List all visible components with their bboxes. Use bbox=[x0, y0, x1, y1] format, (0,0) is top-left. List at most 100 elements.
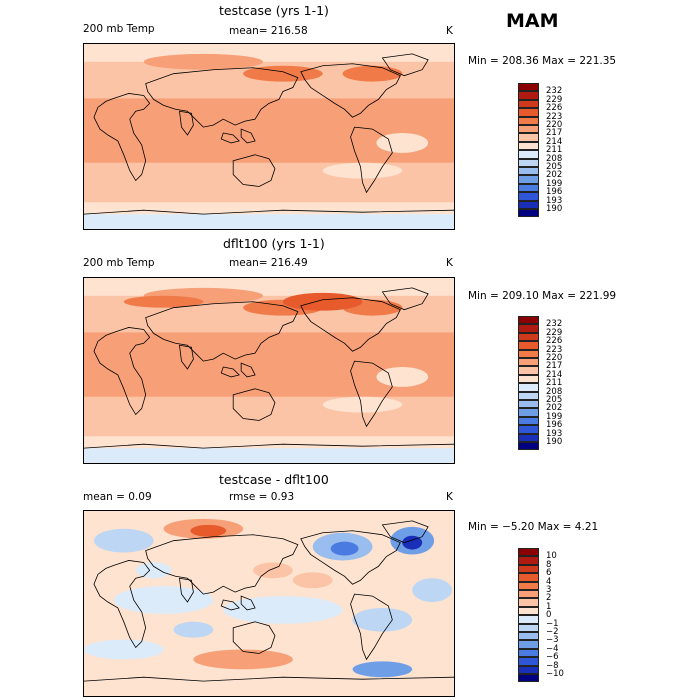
colorbar-label: 229 bbox=[546, 94, 563, 105]
units-label: K bbox=[446, 257, 453, 269]
mean-label: mean= 216.49 bbox=[229, 257, 308, 269]
colorbar-swatch bbox=[518, 581, 539, 590]
colorbar-swatch bbox=[518, 606, 539, 616]
colorbar-label: 196 bbox=[546, 420, 563, 431]
colorbar-swatch bbox=[518, 141, 539, 151]
colorbar-label: 199 bbox=[546, 178, 563, 189]
colorbar-label: 208 bbox=[546, 386, 563, 397]
colorbar-swatch bbox=[518, 108, 539, 117]
colorbar-swatch bbox=[518, 150, 539, 159]
colorbar-label: 205 bbox=[546, 162, 563, 172]
colorbar-label: 223 bbox=[546, 111, 563, 122]
colorbar-swatch bbox=[518, 640, 539, 649]
colorbar-swatch bbox=[518, 623, 539, 632]
colorbar-label: 202 bbox=[546, 170, 563, 181]
colorbar-label: 208 bbox=[546, 153, 563, 164]
colorbar-swatch bbox=[518, 590, 539, 599]
colorbar-label: −10 bbox=[546, 669, 564, 679]
colorbar-label: 220 bbox=[546, 120, 563, 130]
colorbar-label: 193 bbox=[546, 428, 563, 439]
colorbar-swatch bbox=[518, 99, 539, 109]
colorbar-swatch bbox=[518, 341, 539, 350]
colorbar-swatch bbox=[518, 383, 539, 392]
colorbar-label: 3 bbox=[546, 585, 552, 595]
colorbar-swatch bbox=[518, 674, 539, 683]
colorbar-label: 232 bbox=[546, 86, 563, 97]
colorbar-label: 4 bbox=[546, 576, 552, 587]
colorbar-swatch bbox=[518, 324, 539, 333]
colorbar-label: −3 bbox=[546, 635, 559, 646]
variable-label: 200 mb Temp bbox=[83, 257, 155, 269]
colorbar-label: 223 bbox=[546, 344, 563, 355]
colorbar-swatch bbox=[518, 158, 539, 167]
colorbar-label: 1 bbox=[546, 601, 552, 612]
colorbar-swatch bbox=[518, 400, 539, 409]
colorbar-label: 199 bbox=[546, 411, 563, 422]
colorbar-swatch bbox=[518, 598, 539, 607]
colorbar-swatch bbox=[518, 200, 539, 209]
rmse-label: rmse = 0.93 bbox=[229, 491, 295, 503]
colorbar-swatch bbox=[518, 358, 539, 367]
colorbar-swatch bbox=[518, 332, 539, 342]
colorbar-swatch bbox=[518, 91, 539, 100]
mean-label: mean= 216.58 bbox=[229, 25, 308, 37]
colorbar-label: 220 bbox=[546, 353, 563, 363]
colorbar-swatch bbox=[518, 573, 539, 582]
colorbar-swatch bbox=[518, 425, 539, 434]
min-max-label: Min = 209.10 Max = 221.99 bbox=[468, 290, 617, 302]
colorbar-label: 226 bbox=[546, 336, 563, 347]
colorbar-swatch bbox=[518, 442, 539, 451]
units-label: K bbox=[446, 491, 453, 503]
colorbar-swatch bbox=[518, 632, 539, 641]
colorbar-swatch bbox=[518, 433, 539, 442]
colorbar-swatch bbox=[518, 116, 539, 125]
colorbar-label: −4 bbox=[546, 643, 559, 654]
colorbar-label: −2 bbox=[546, 627, 559, 637]
colorbar-swatch bbox=[518, 183, 539, 193]
colorbar-swatch bbox=[518, 133, 539, 142]
colorbar-swatch bbox=[518, 657, 539, 666]
season-title: MAM bbox=[506, 10, 559, 32]
colorbar-label: 196 bbox=[546, 187, 563, 198]
mean-diff-label: mean = 0.09 bbox=[83, 491, 152, 503]
colorbar-label: 190 bbox=[546, 204, 563, 214]
colorbar-label: −8 bbox=[546, 660, 559, 671]
colorbar-swatch bbox=[518, 349, 539, 358]
colorbar-swatch bbox=[518, 366, 539, 375]
colorbar-label: 190 bbox=[546, 437, 563, 447]
colorbar-swatch bbox=[518, 192, 539, 201]
colorbar-label: 211 bbox=[546, 378, 563, 389]
colorbar-label: 214 bbox=[546, 136, 563, 147]
colorbar-label: 226 bbox=[546, 103, 563, 114]
colorbar-label: 232 bbox=[546, 319, 563, 330]
colorbar-label: −6 bbox=[546, 652, 559, 663]
panel-title: testcase - dflt100 bbox=[219, 472, 329, 487]
colorbar-swatch bbox=[518, 556, 539, 565]
colorbar-swatch bbox=[518, 167, 539, 176]
min-max-label: Min = 208.36 Max = 221.35 bbox=[468, 55, 617, 67]
colorbar-label: 214 bbox=[546, 369, 563, 380]
colorbar-label: 217 bbox=[546, 128, 563, 139]
panel-title: dflt100 (yrs 1-1) bbox=[223, 236, 325, 251]
colorbar-label: 0 bbox=[546, 610, 552, 621]
colorbar-swatch bbox=[518, 175, 539, 184]
variable-label: 200 mb Temp bbox=[83, 23, 155, 35]
colorbar-swatch bbox=[518, 125, 539, 134]
colorbar-label: 229 bbox=[546, 327, 563, 338]
colorbar-label: 205 bbox=[546, 395, 563, 405]
min-max-label: Min = −5.20 Max = 4.21 bbox=[468, 521, 599, 533]
colorbar-label: 2 bbox=[546, 593, 552, 604]
units-label: K bbox=[446, 25, 453, 37]
colorbar-swatch bbox=[518, 615, 539, 624]
colorbar-swatch bbox=[518, 416, 539, 426]
colorbar-swatch bbox=[518, 316, 539, 325]
colorbar-swatch bbox=[518, 391, 539, 400]
world-map bbox=[83, 277, 455, 464]
colorbar-swatch bbox=[518, 83, 539, 92]
colorbar-label: 211 bbox=[546, 145, 563, 156]
colorbar-label: 6 bbox=[546, 568, 552, 579]
panel-title: testcase (yrs 1-1) bbox=[219, 3, 329, 18]
colorbar-swatch bbox=[518, 209, 539, 218]
colorbar-label: 217 bbox=[546, 361, 563, 372]
colorbar-swatch bbox=[518, 648, 539, 658]
